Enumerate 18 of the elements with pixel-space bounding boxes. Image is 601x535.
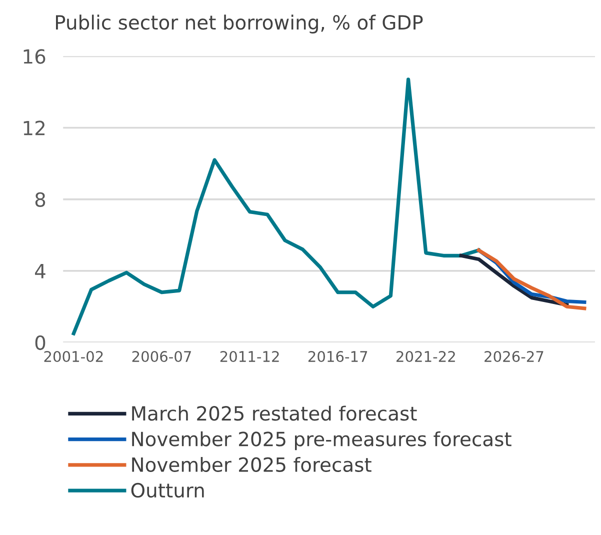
y-tick-label: 8 xyxy=(35,192,46,207)
y-tick-label: 16 xyxy=(24,49,46,64)
legend-label: March 2025 restated forecast xyxy=(132,406,417,421)
x-tick-label: 2016-17 xyxy=(308,350,368,362)
line-series xyxy=(72,78,481,336)
line-series xyxy=(459,254,569,307)
legend-label: Outturn xyxy=(131,482,204,498)
x-tick-label: 2006-07 xyxy=(132,350,191,362)
y-tick-label: 4 xyxy=(35,264,46,278)
x-tick-label: 2021-22 xyxy=(396,350,455,362)
x-tick-label: 2011-12 xyxy=(220,350,279,362)
legend-label: November 2025 pre-measures forecast xyxy=(132,431,512,450)
chart-title: Public sector net borrowing, % of GDP xyxy=(56,14,423,34)
x-tick-label: 2001-02 xyxy=(44,350,103,362)
legend-label: November 2025 forecast xyxy=(132,456,372,472)
y-tick-label: 12 xyxy=(24,120,44,136)
y-tick-label: 0 xyxy=(35,335,46,350)
x-tick-label: 2026-27 xyxy=(484,350,544,362)
